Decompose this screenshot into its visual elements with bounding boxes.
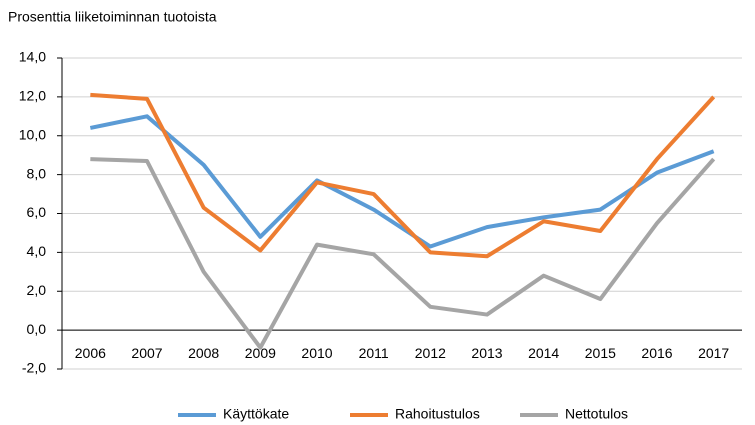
x-tick-label: 2015 xyxy=(585,345,616,361)
x-tick-label: 2013 xyxy=(471,345,502,361)
chart-subtitle: Prosenttia liiketoiminnan tuotoista xyxy=(8,9,217,25)
y-tick-label: 0,0 xyxy=(27,321,47,337)
x-tick-label: 2017 xyxy=(698,345,729,361)
legend-label: Rahoitustulos xyxy=(395,406,480,422)
series-line xyxy=(90,157,716,350)
y-tick-label: 4,0 xyxy=(27,243,47,259)
y-tick-label: 12,0 xyxy=(19,88,46,104)
x-tick-label: 2009 xyxy=(245,345,276,361)
x-tick-label: 2010 xyxy=(301,345,332,361)
x-tick-label: 2014 xyxy=(528,345,559,361)
x-tick-label: 2012 xyxy=(415,345,446,361)
series-line xyxy=(90,92,716,259)
x-tick-label: 2007 xyxy=(131,345,162,361)
y-tick-label: 2,0 xyxy=(27,282,47,298)
y-tick-label: 6,0 xyxy=(27,204,47,220)
y-tick-label: 14,0 xyxy=(19,49,46,65)
x-tick-label: 2011 xyxy=(359,345,389,361)
y-tick-label: 8,0 xyxy=(27,165,47,181)
series-line xyxy=(89,114,715,249)
x-tick-label: 2006 xyxy=(75,345,106,361)
x-tick-label: 2016 xyxy=(641,345,672,361)
legend-label: Nettotulos xyxy=(565,406,628,422)
legend-label: Käyttökate xyxy=(223,406,289,422)
y-tick-label: 10,0 xyxy=(19,126,46,142)
x-tick-label: 2008 xyxy=(188,345,219,361)
y-tick-label: -2,0 xyxy=(22,360,46,376)
